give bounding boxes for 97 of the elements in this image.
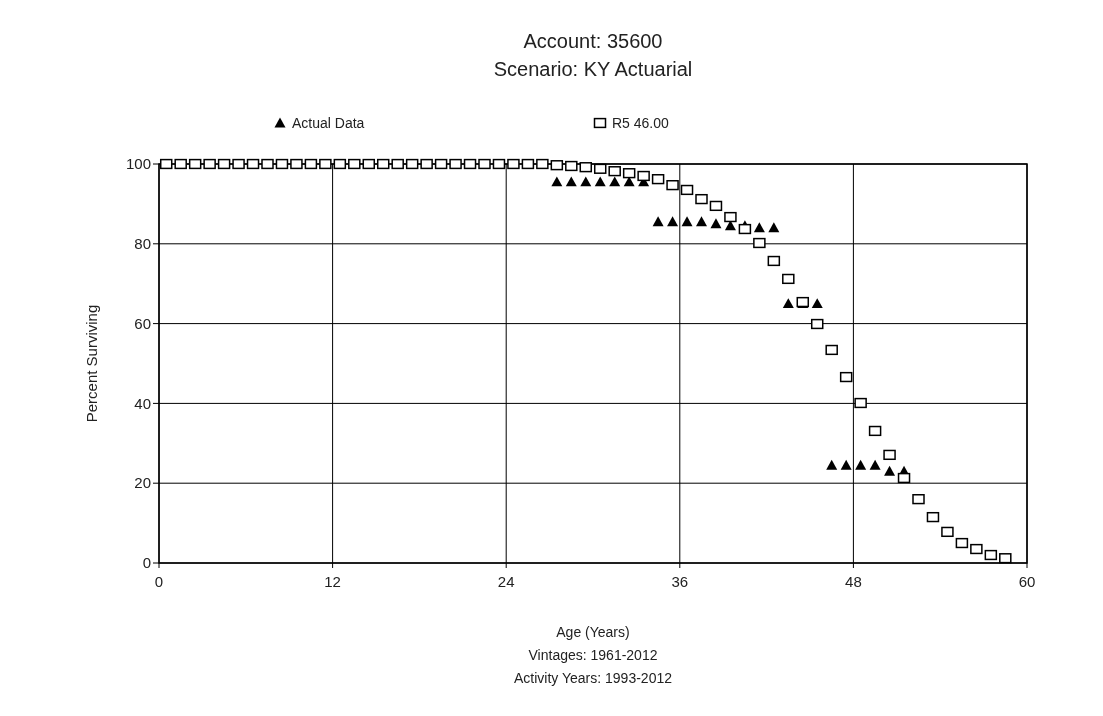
point: [696, 216, 707, 227]
x-tick-label: 48: [845, 573, 862, 590]
point: [420, 158, 433, 170]
point: [868, 425, 882, 437]
point: [710, 218, 722, 229]
point: [652, 216, 664, 227]
point: [492, 158, 506, 170]
text: Vintages: 1961-2012: [528, 647, 658, 663]
point: [174, 158, 187, 170]
point: [188, 158, 202, 170]
point: [955, 537, 969, 549]
point: [319, 158, 332, 170]
point: [753, 222, 765, 233]
point: [941, 526, 954, 538]
point: [897, 472, 911, 484]
y-tick-label: 0: [142, 554, 151, 572]
x-axis-title: Age (Years): [556, 624, 630, 640]
point: [550, 160, 564, 171]
point: [666, 180, 679, 191]
point: [203, 158, 216, 170]
x-tick-label: 0: [154, 573, 164, 590]
point: [724, 211, 737, 223]
point: [651, 174, 665, 185]
point: [926, 511, 940, 523]
point: [405, 158, 419, 170]
point: [434, 158, 448, 170]
point: [825, 344, 838, 356]
legend-label: Actual Data: [292, 115, 365, 131]
point: [782, 298, 794, 309]
point: [839, 371, 853, 383]
point: [507, 158, 520, 170]
point: [580, 176, 592, 187]
point: [217, 158, 231, 170]
point: [637, 170, 650, 182]
point: [738, 223, 752, 235]
point: [622, 168, 636, 179]
point: [826, 459, 838, 470]
x-tick-label: 36: [671, 573, 689, 590]
chart-subtitle: Scenario: KY Actuarial: [493, 58, 693, 80]
point: [912, 494, 925, 505]
point: [261, 158, 274, 170]
point: [854, 397, 867, 409]
point: [579, 162, 593, 173]
point: [855, 459, 867, 470]
y-axis-title: Percent Surviving: [83, 304, 100, 423]
y-tick-label: 80: [134, 235, 151, 253]
x-tick-label: 24: [497, 573, 515, 590]
point: [478, 158, 491, 170]
point: [159, 158, 173, 170]
point: [869, 459, 881, 470]
point: [376, 158, 390, 170]
chart-title: Account: 35600: [523, 30, 663, 52]
text: Activity Years: 1993-2012: [514, 670, 673, 686]
point: [232, 158, 245, 170]
legend-label: R5 46.00: [612, 115, 670, 131]
point: [362, 158, 376, 170]
point: [767, 255, 781, 267]
point: [348, 158, 361, 170]
point: [391, 158, 404, 170]
point: [667, 216, 679, 227]
point: [884, 465, 896, 476]
y-tick-label: 60: [134, 314, 151, 332]
point: [565, 176, 577, 187]
point: [304, 158, 318, 170]
point: [810, 318, 824, 330]
point: [333, 158, 347, 170]
point: [999, 553, 1012, 564]
point: [521, 158, 535, 170]
point: [536, 158, 549, 170]
y-tick-label: 40: [134, 394, 151, 412]
point: [970, 543, 983, 555]
point: [290, 158, 303, 170]
x-tick-label: 60: [1018, 573, 1036, 590]
point: [768, 222, 780, 233]
point: [883, 449, 896, 461]
point: [609, 176, 621, 187]
point: [695, 193, 708, 205]
point: [449, 158, 462, 170]
point: [565, 160, 578, 172]
point: [608, 166, 621, 177]
y-tick-label: 100: [125, 155, 151, 173]
point: [840, 459, 852, 470]
point: [709, 200, 723, 212]
point: [246, 158, 260, 170]
y-tick-label: 20: [134, 474, 151, 492]
point: [680, 184, 694, 196]
point: [275, 158, 289, 170]
point: [753, 237, 766, 249]
x-tick-label: 12: [324, 573, 341, 590]
point: [984, 549, 998, 561]
point: [594, 176, 606, 187]
point: [811, 298, 823, 309]
point: [551, 176, 563, 187]
point: [463, 158, 477, 170]
point: [593, 163, 607, 174]
point: [681, 216, 693, 227]
point: [782, 273, 795, 285]
